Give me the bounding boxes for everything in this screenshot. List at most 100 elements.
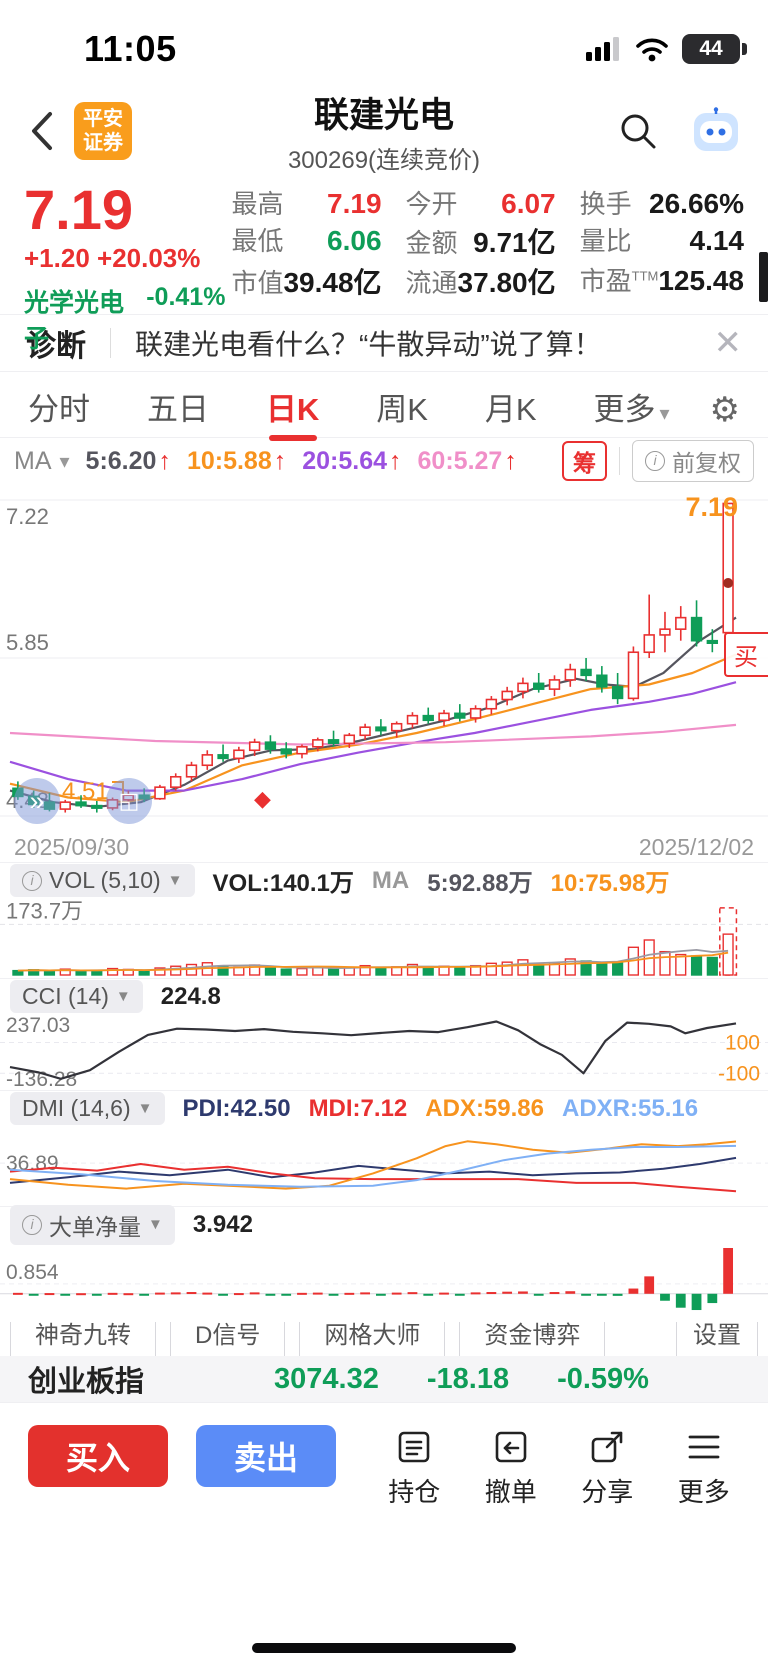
vol-indicator-selector[interactable]: i VOL (5,10) ▼ <box>10 864 195 897</box>
more-button[interactable]: 更多 <box>678 1425 730 1509</box>
ma-value: 5:6.20↑ <box>85 446 171 475</box>
adjust-mode-label: 前复权 <box>672 450 741 476</box>
share-button[interactable]: 分享 <box>581 1425 633 1509</box>
chevron-down-icon: ▼ <box>148 1216 163 1233</box>
quote-stat: 量比 4.14 <box>574 221 762 261</box>
share-icon <box>591 1431 623 1463</box>
more-label: 更多 <box>677 1477 730 1507</box>
tool-tab-设置[interactable]: 设置 <box>676 1322 758 1356</box>
cellular-signal-icon <box>586 37 619 61</box>
dmi-indicator-value: MDI:7.12 <box>308 1094 408 1122</box>
quote-stats: 最高 7.19 今开 6.07 换手 26.66% 最低 6.06 金额 9.71亿 量比 4.14 市… <box>225 182 768 304</box>
cci-chart[interactable]: 100 -100 237.03 -136.28 <box>0 1014 768 1090</box>
sell-button[interactable]: 卖出 <box>196 1425 336 1487</box>
tool-tab-D信号[interactable]: D信号 <box>170 1322 286 1356</box>
ma-value: 60:5.27↑ <box>417 446 517 475</box>
cci-pane-header: CCI (14) ▼ 224.8 <box>0 978 768 1014</box>
quote-stat: 金额 9.71亿 <box>400 221 574 261</box>
buy-button[interactable]: 买入 <box>28 1425 168 1487</box>
info-icon: i <box>22 870 42 891</box>
buy-signal-badge[interactable]: 买 <box>724 632 768 677</box>
net-volume-values: 3.942 <box>193 1211 253 1239</box>
tab-周K[interactable]: 周K <box>376 392 428 427</box>
tab-日K[interactable]: 日K <box>266 384 319 435</box>
sector-row[interactable]: 光学光电子 -0.41% <box>24 283 225 355</box>
quote-stat: 最低 6.06 <box>225 221 399 261</box>
adjust-mode-button[interactable]: i 前复权 <box>632 440 754 482</box>
ma-selector[interactable]: MA ▾ <box>14 447 70 476</box>
quote-stat: 流通 37.80亿 <box>400 261 574 301</box>
volume-chart[interactable]: 173.7万 <box>0 898 768 978</box>
quote-stat-value: 4.14 <box>689 225 745 256</box>
tool-tab-网格大师[interactable]: 网格大师 <box>299 1322 446 1356</box>
dmi-pane-header: DMI (14,6) ▼ PDI:42.50 MDI:7.12 ADX:59.86 A… <box>0 1090 768 1126</box>
close-icon[interactable]: ✕ <box>713 324 743 362</box>
cancel-order-button[interactable]: 撤单 <box>485 1425 537 1509</box>
tab-五日[interactable]: 五日 <box>146 392 209 427</box>
svg-text:5.85: 5.85 <box>6 630 49 655</box>
diagnosis-banner[interactable]: 诊断 联建光电看什么？“牛散异动”说了算！ ✕ <box>0 314 768 372</box>
start-date: 2025/09/30 <box>14 833 130 860</box>
vol-values: VOL:140.1万 MA 5:92.88万 10:75.98万 <box>213 863 670 898</box>
net-volume-indicator-label: 大单净量 <box>49 1213 141 1240</box>
up-arrow-icon: ↑ <box>504 446 517 475</box>
chevron-down-icon: ▼ <box>137 1100 153 1117</box>
sector-name: 光学光电子 <box>24 289 125 353</box>
quote-stat-value: 7.19 <box>327 188 382 219</box>
action-bar: 买入 卖出 持仓 撤单 <box>0 1402 768 1663</box>
price-block: 7.19 +1.20 +20.03% 光学光电子 -0.41% <box>24 182 225 354</box>
expand-panel-button[interactable]: » <box>14 778 60 824</box>
svg-text:0.854: 0.854 <box>6 1261 59 1284</box>
chevron-down-icon: ▼ <box>115 988 131 1005</box>
stock-name: 联建光电 <box>313 96 455 135</box>
up-arrow-icon: ↑ <box>158 446 171 475</box>
cci-indicator-selector[interactable]: CCI (14) ▼ <box>10 980 143 1013</box>
tab-更多[interactable]: 更多 ▾ <box>593 392 670 427</box>
kline-chart[interactable]: 7.19 买 4.51 » ◱ ◆ 7.225.854.48 <box>0 484 768 832</box>
divider <box>619 447 620 475</box>
chevron-down-icon: ▾ <box>659 403 670 425</box>
home-indicator <box>252 1643 516 1653</box>
quote-stat-value: 6.06 <box>327 225 382 256</box>
positions-label: 持仓 <box>388 1477 441 1507</box>
rotate-landscape-button[interactable]: ◱ <box>106 778 152 824</box>
net-volume-chart[interactable]: 0.854 <box>0 1242 768 1322</box>
chips-badge[interactable]: 筹 <box>562 441 607 481</box>
latest-price-label: 7.19 <box>685 492 738 522</box>
vol-indicator-value: MA <box>371 866 410 894</box>
tab-月K[interactable]: 月K <box>484 392 537 427</box>
period-tabs-row: 分时 五日 日K 周K 月K 更多 ▾ ⚙ <box>0 382 768 438</box>
up-arrow-icon: ↑ <box>389 446 402 475</box>
quote-stat: 市值 39.48亿 <box>225 261 399 301</box>
promo-icon[interactable]: ◆ <box>254 786 271 811</box>
dmi-indicator-value: ADXR:55.16 <box>562 1094 699 1122</box>
diagnosis-tag: 诊断 <box>26 330 86 363</box>
quote-stat-label: 最低 <box>231 226 284 256</box>
tab-分时[interactable]: 分时 <box>28 392 90 427</box>
ma-value: 10:5.88↑ <box>186 446 287 475</box>
back-icon[interactable] <box>26 106 60 156</box>
dmi-chart[interactable]: 36.89 <box>0 1126 768 1206</box>
quote-stat-value: 39.48亿 <box>283 267 382 298</box>
broker-logo-line2: 证券 <box>83 132 123 154</box>
assistant-robot-icon[interactable] <box>690 107 742 155</box>
battery-icon: 44 <box>682 34 747 64</box>
positions-button[interactable]: 持仓 <box>388 1425 440 1509</box>
tool-tab-资金博弈[interactable]: 资金博弈 <box>459 1322 606 1356</box>
dmi-indicator-selector[interactable]: DMI (14,6) ▼ <box>10 1092 165 1125</box>
index-bar[interactable]: 创业板指 3074.32 -18.18 -0.59% <box>0 1356 768 1402</box>
date-axis: 2025/09/30 2025/12/02 <box>0 832 768 862</box>
tool-tab-神奇九转[interactable]: 神奇九转 <box>10 1322 156 1356</box>
net-volume-indicator-selector[interactable]: i 大单净量 ▼ <box>10 1204 175 1245</box>
ma-legend-right: 筹 i 前复权 <box>562 440 754 482</box>
gear-icon[interactable]: ⚙ <box>709 390 740 429</box>
chevron-down-icon: ▼ <box>167 872 183 889</box>
index-value: 3074.32 <box>274 1362 379 1395</box>
search-icon[interactable] <box>616 109 660 153</box>
dmi-indicator-value: ADX:59.86 <box>425 1094 544 1122</box>
index-change-pct: -0.59% <box>557 1362 649 1395</box>
positions-icon <box>398 1431 430 1463</box>
dmi-indicator-label: DMI (14,6) <box>22 1095 131 1121</box>
battery-percent: 44 <box>699 37 723 60</box>
